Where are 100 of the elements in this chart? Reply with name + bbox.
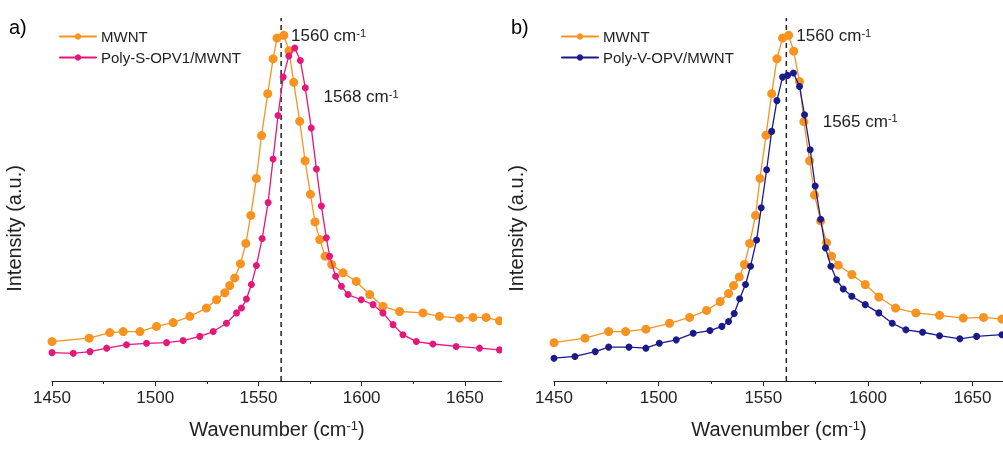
point	[741, 281, 749, 289]
point	[196, 332, 204, 340]
point	[972, 332, 980, 340]
point	[701, 305, 711, 315]
point	[620, 327, 630, 337]
point	[757, 204, 765, 212]
point	[888, 319, 896, 327]
point	[672, 336, 680, 344]
point	[151, 321, 161, 331]
point	[811, 182, 819, 190]
point	[418, 308, 428, 318]
point	[379, 309, 387, 317]
point	[746, 262, 754, 270]
point	[412, 338, 420, 346]
point	[252, 262, 260, 270]
x-tick-label: 1550	[743, 388, 782, 407]
point	[744, 238, 754, 248]
point	[274, 111, 282, 119]
point	[84, 333, 94, 343]
y-axis-title: Intensity (a.u.)	[3, 165, 25, 292]
point	[689, 329, 697, 337]
point	[296, 57, 304, 65]
point	[591, 348, 599, 356]
point	[305, 189, 315, 199]
point	[242, 295, 250, 303]
point	[579, 333, 589, 343]
point	[389, 321, 397, 329]
point	[326, 252, 334, 260]
point	[357, 296, 365, 304]
point	[300, 156, 310, 166]
x-tick-label: 1600	[342, 388, 381, 407]
point	[772, 97, 780, 105]
point	[496, 346, 502, 354]
x-tick-label: 1600	[848, 388, 887, 407]
point	[168, 318, 178, 328]
point	[728, 281, 738, 291]
point	[723, 289, 733, 299]
point	[789, 69, 797, 77]
point	[351, 276, 361, 286]
point	[295, 116, 305, 126]
point	[806, 146, 814, 154]
x-tick-label: 1650	[445, 388, 484, 407]
point	[369, 301, 377, 309]
point	[201, 303, 211, 313]
point	[861, 301, 869, 309]
chart-title: b)	[510, 16, 529, 38]
point	[310, 217, 320, 227]
point	[724, 318, 732, 326]
point	[783, 30, 793, 40]
point	[890, 303, 900, 313]
point	[47, 337, 57, 347]
point	[767, 127, 775, 135]
point	[860, 280, 870, 290]
point	[123, 341, 131, 349]
point	[832, 276, 840, 284]
x-tick-label: 1650	[953, 388, 992, 407]
point	[434, 311, 444, 321]
point	[285, 52, 293, 60]
point	[655, 339, 663, 347]
point	[344, 291, 352, 299]
point	[86, 348, 94, 356]
point	[452, 342, 460, 350]
legend-label: MWNT	[602, 28, 650, 45]
point	[705, 327, 713, 335]
point	[750, 210, 760, 220]
point	[268, 54, 278, 64]
point	[209, 328, 217, 336]
point	[771, 54, 781, 64]
point	[337, 282, 345, 290]
point	[258, 235, 266, 243]
point	[934, 310, 944, 320]
point	[752, 236, 760, 244]
point	[365, 290, 375, 300]
x-tick-label: 1500	[136, 388, 175, 407]
point	[395, 307, 405, 317]
point	[143, 339, 151, 347]
point	[279, 30, 289, 40]
point	[641, 344, 649, 352]
point	[103, 344, 111, 352]
point	[800, 111, 808, 119]
point	[238, 304, 245, 312]
point	[734, 272, 744, 282]
point	[910, 308, 920, 318]
point	[315, 235, 325, 245]
point	[955, 335, 963, 343]
point	[978, 312, 988, 322]
point	[570, 352, 578, 360]
point	[833, 260, 843, 270]
point	[715, 296, 725, 306]
x-tick-label: 1500	[639, 388, 678, 407]
point	[241, 238, 251, 248]
point	[783, 71, 791, 79]
point	[291, 44, 299, 52]
point	[230, 273, 240, 283]
legend-label: Poly-S-OPV1/MWNT	[101, 49, 242, 66]
point	[846, 270, 856, 280]
point	[454, 313, 464, 323]
point	[301, 84, 309, 92]
point	[289, 77, 299, 87]
point	[279, 73, 287, 81]
